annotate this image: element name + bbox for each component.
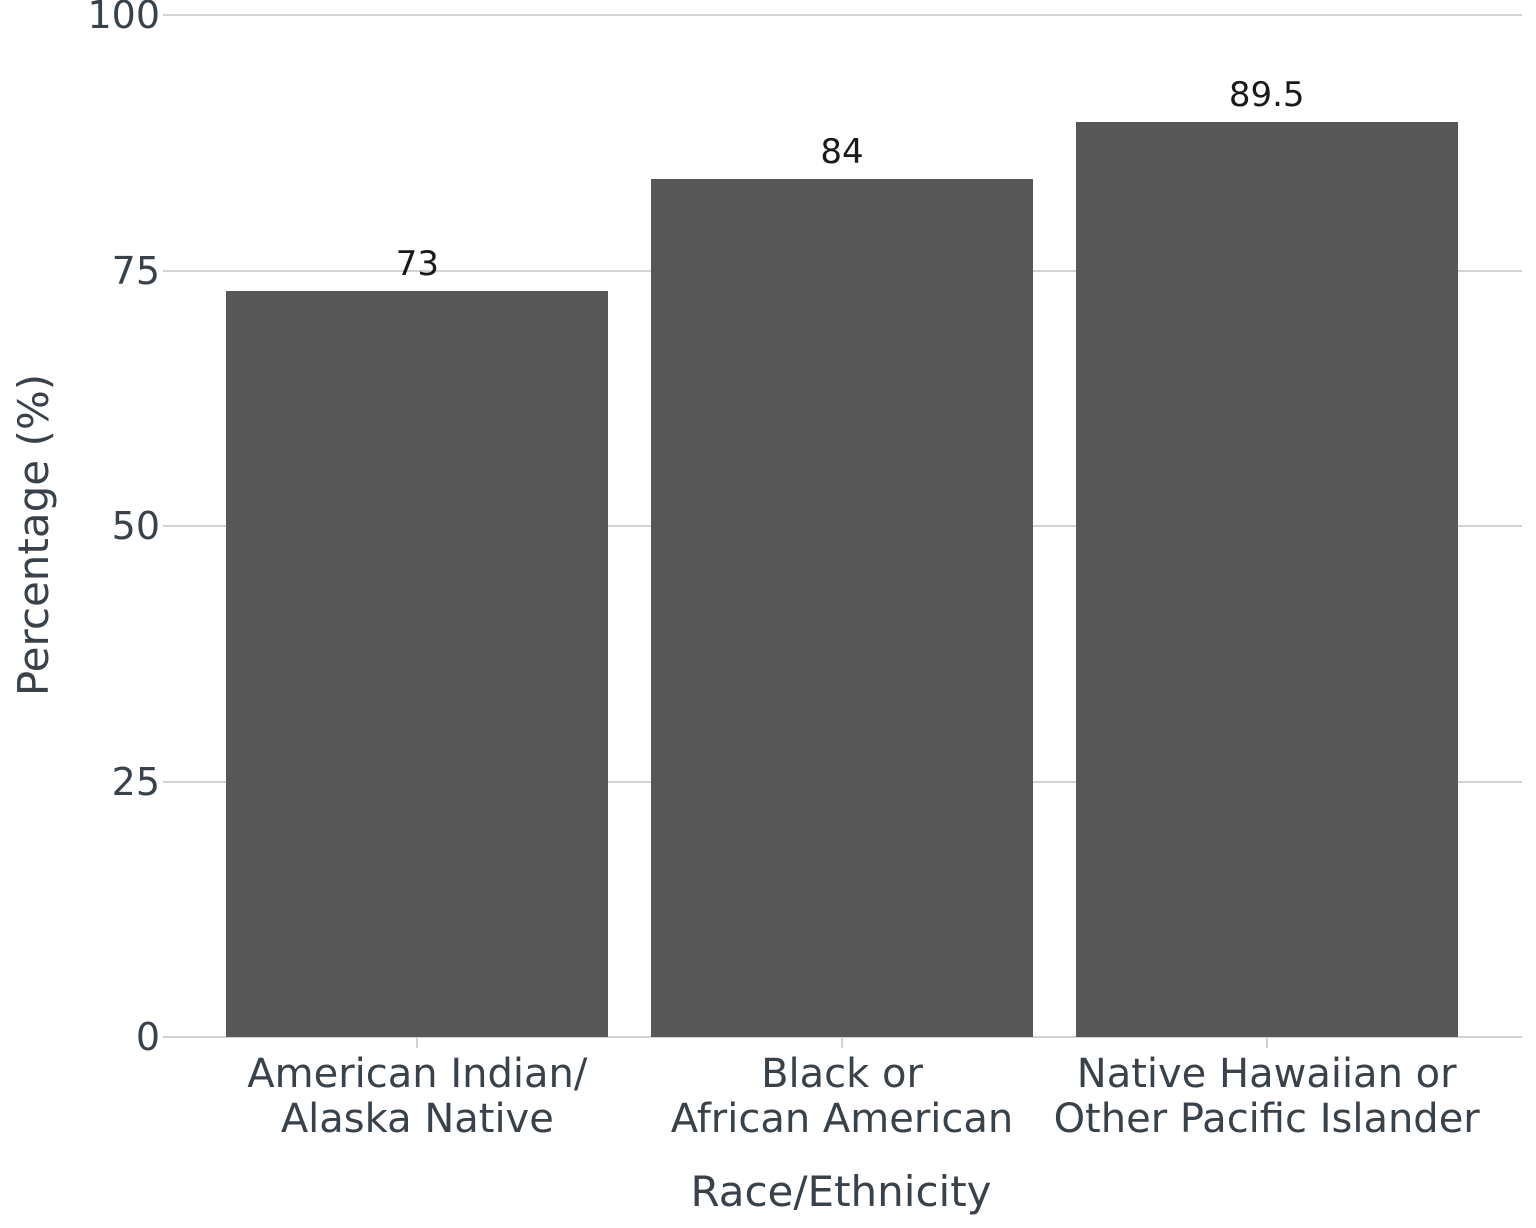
x-category-label-line: Other Pacific Islander xyxy=(1053,1096,1480,1142)
x-tick-mark xyxy=(1265,1038,1268,1048)
x-axis-title: Race/Ethnicity xyxy=(690,1167,992,1216)
x-category-label: Black or African American xyxy=(582,1052,1102,1142)
x-category-label: American Indian/Alaska Native xyxy=(157,1052,677,1142)
bar xyxy=(226,290,609,1037)
bar xyxy=(651,178,1033,1037)
x-tick-mark xyxy=(841,1038,843,1048)
x-category-label-line: American Indian/ xyxy=(247,1051,588,1097)
y-tick-label: 75 xyxy=(111,248,160,293)
bar-value-label: 89.5 xyxy=(1228,75,1305,116)
bar-value-label: 84 xyxy=(820,131,864,172)
x-category-label-line: Native Hawaiian or xyxy=(1076,1051,1457,1097)
x-category-label-line: African American xyxy=(670,1096,1014,1142)
y-gridline xyxy=(163,1036,1522,1038)
bar-value-label: 73 xyxy=(395,243,439,284)
y-axis-title: Percentage (%) xyxy=(9,373,58,697)
y-tick-label: 0 xyxy=(135,1015,160,1059)
y-tick-label: 25 xyxy=(111,759,160,804)
y-gridline xyxy=(163,14,1522,16)
x-category-label-line: Alaska Native xyxy=(280,1096,554,1142)
x-tick-mark xyxy=(416,1038,419,1048)
y-tick-label: 50 xyxy=(111,504,160,548)
bar xyxy=(1075,122,1458,1037)
y-tick-label: 100 xyxy=(87,0,160,37)
x-category-label-line: Black or xyxy=(761,1051,923,1097)
x-category-label: Native Hawaiian or Other Pacific Islander xyxy=(1007,1052,1527,1142)
